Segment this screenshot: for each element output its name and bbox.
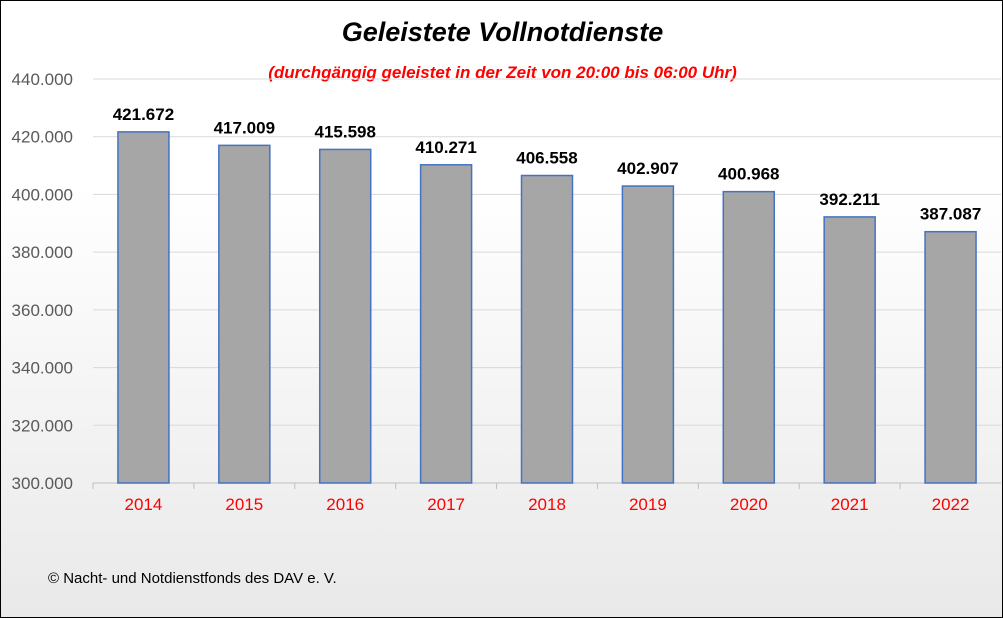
y-tick-label: 300.000 [12, 474, 73, 493]
x-tick-label: 2019 [629, 495, 667, 514]
x-tick-label: 2018 [528, 495, 566, 514]
x-tick-label: 2020 [730, 495, 768, 514]
bar-2018 [520, 174, 574, 484]
y-tick-label: 420.000 [12, 128, 73, 147]
chart-title: Geleistete Vollnotdienste [341, 17, 664, 47]
x-tick-label: 2021 [831, 495, 869, 514]
y-tick-label: 380.000 [12, 243, 73, 262]
data-label: 387.087 [920, 205, 981, 224]
y-tick-label: 360.000 [12, 301, 73, 320]
x-tick-label: 2017 [427, 495, 465, 514]
x-tick-label: 2016 [326, 495, 364, 514]
data-label: 400.968 [718, 165, 779, 184]
data-label: 392.211 [819, 190, 880, 209]
bar-2021 [823, 216, 876, 484]
data-label: 410.271 [415, 138, 476, 157]
data-label: 417.009 [214, 118, 275, 137]
y-tick-label: 440.000 [12, 70, 73, 89]
chart-subtitle: (durchgängig geleistet in der Zeit von 2… [268, 63, 737, 82]
bar-2019 [621, 185, 675, 484]
x-tick-label: 2015 [225, 495, 263, 514]
data-label: 402.907 [617, 159, 678, 178]
y-tick-label: 340.000 [12, 359, 73, 378]
y-tick-label: 320.000 [12, 416, 73, 435]
data-label: 421.672 [113, 105, 174, 124]
bar-2016 [318, 148, 372, 484]
data-label: 415.598 [314, 122, 375, 141]
bar-2020 [722, 190, 776, 484]
x-tick-label: 2022 [932, 495, 970, 514]
bar-2014 [117, 131, 170, 484]
bar-2022 [924, 230, 977, 484]
bar-2015 [218, 144, 271, 484]
bar-2017 [419, 164, 473, 484]
x-tick-label: 2014 [125, 495, 163, 514]
copyright-footer: © Nacht- und Notdienstfonds des DAV e. V… [48, 570, 337, 587]
data-label: 406.558 [516, 149, 577, 168]
y-tick-label: 400.000 [12, 185, 73, 204]
